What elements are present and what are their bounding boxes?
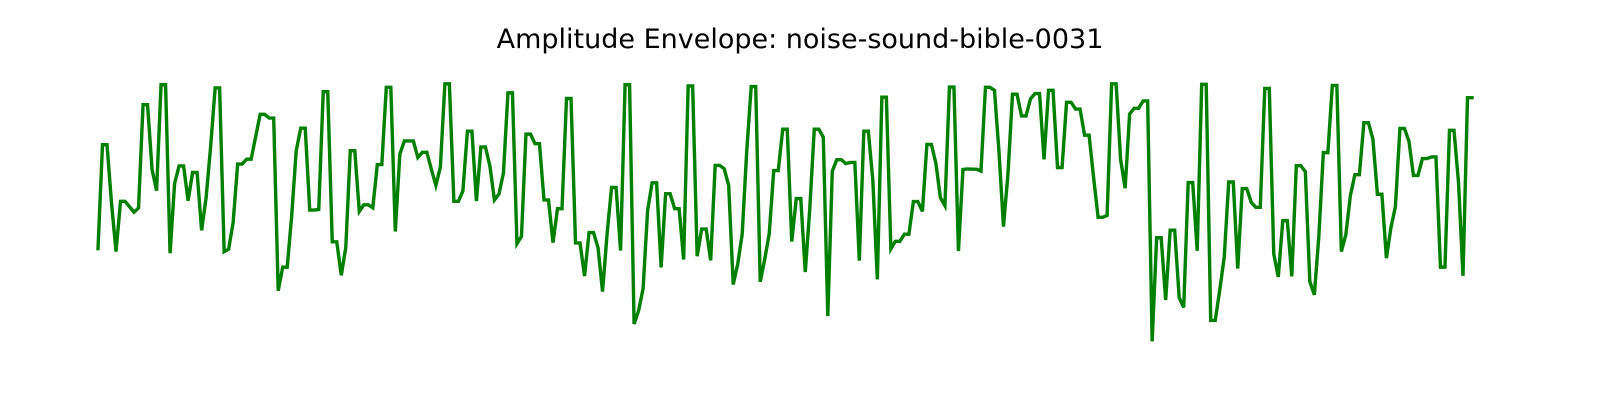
- chart-title: Amplitude Envelope: noise-sound-bible-00…: [496, 24, 1104, 55]
- envelope-series-line: [96, 82, 1474, 342]
- plot-area: [96, 82, 1474, 342]
